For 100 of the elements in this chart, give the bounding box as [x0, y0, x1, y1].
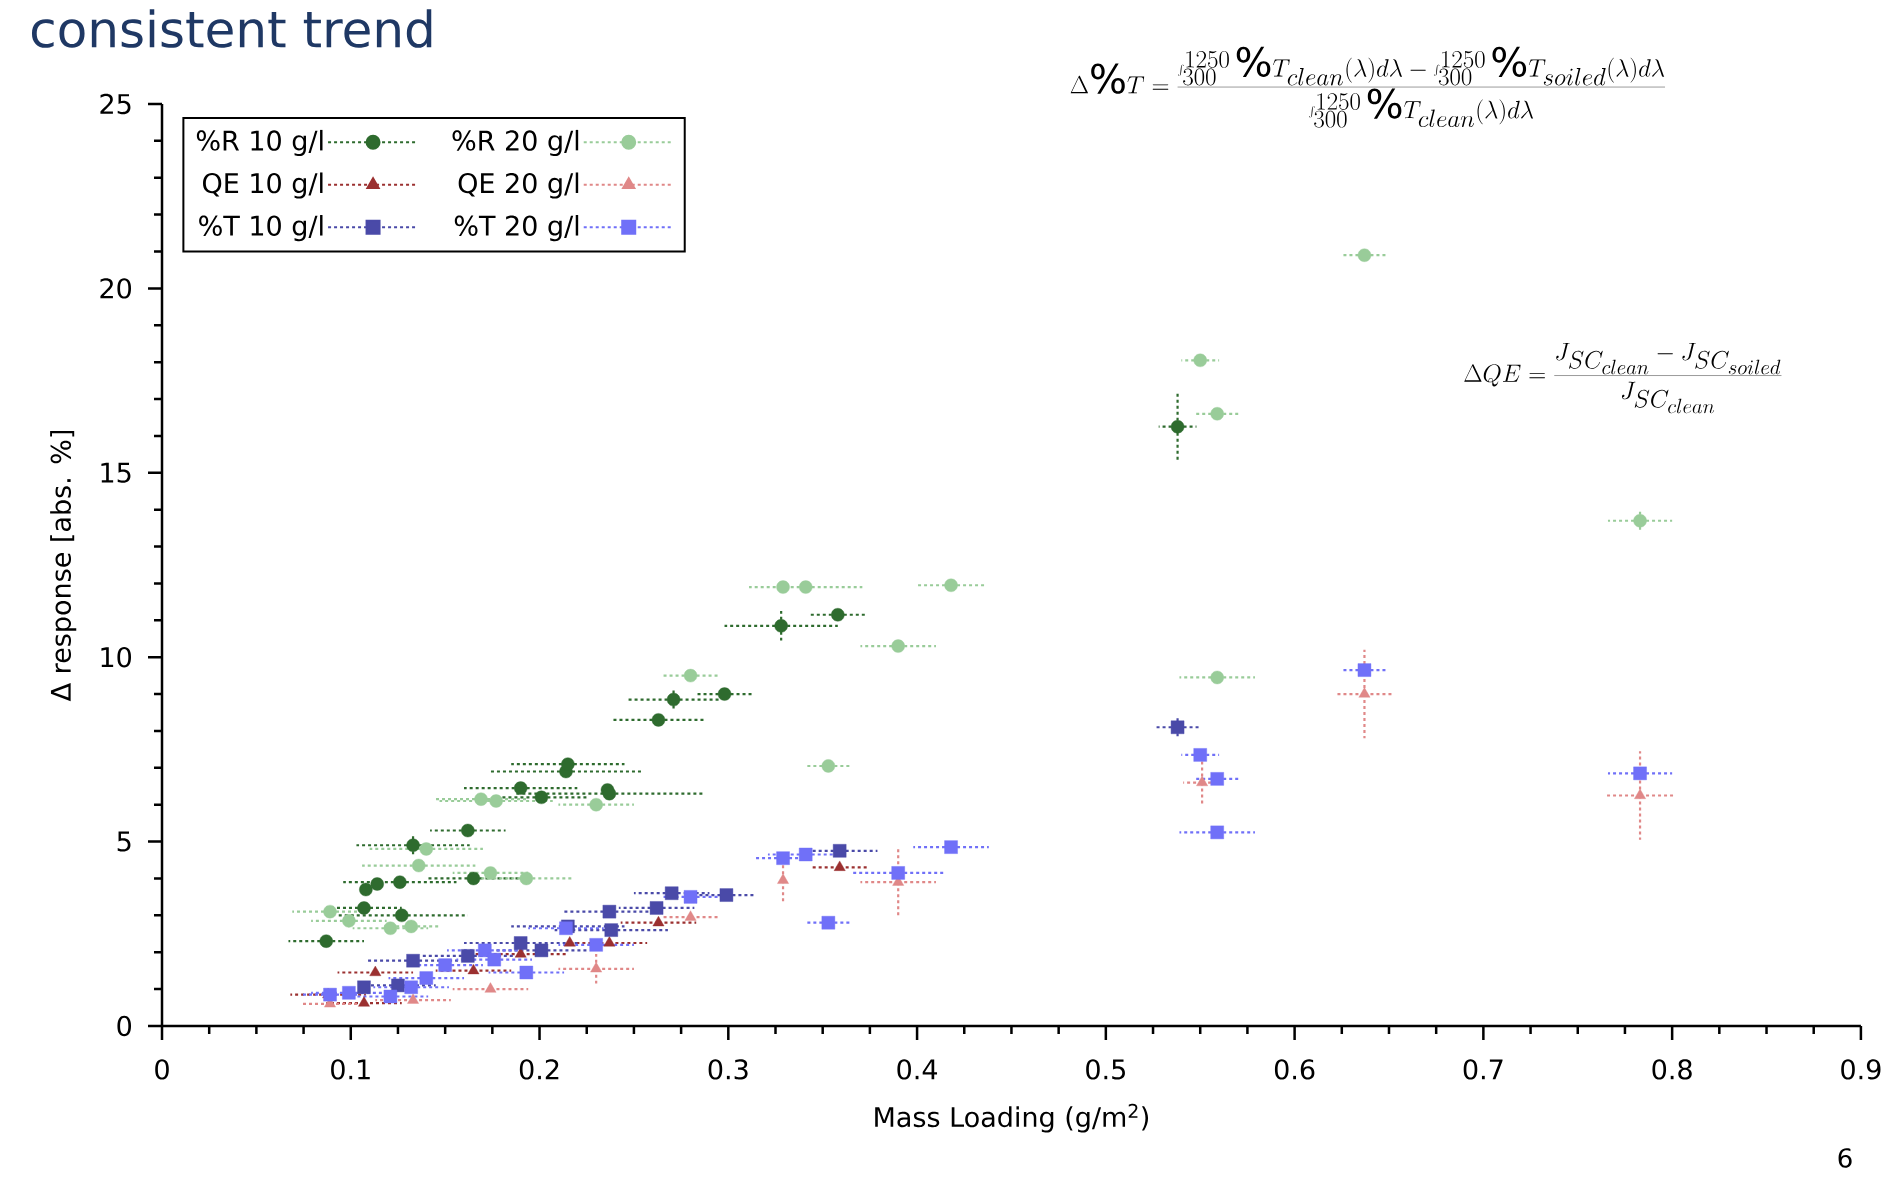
point: [832, 844, 847, 858]
point: [891, 639, 905, 653]
point: [1634, 788, 1646, 800]
point: [664, 886, 679, 901]
point: [395, 908, 409, 923]
point: [359, 882, 373, 897]
x-tick-label: 0.8: [1652, 1059, 1692, 1080]
point: [1210, 825, 1224, 840]
point: [649, 901, 664, 915]
x-tick-label: 0.5: [1086, 1059, 1125, 1080]
point: [419, 842, 433, 856]
annotation: $\Delta\%T = \frac{\int_{300}^{1250}\%T_{clean}(\lambda)d\lambda - \int_{300}^{1250}\%T_{soiled}(\lambda)d\lambda}{\int_{300}^{1250}\%T_{clean}(\lambda)d\lambda}$: [1070, 46, 1666, 128]
point: [776, 580, 790, 594]
point: [1210, 772, 1224, 786]
point: [602, 787, 617, 801]
point: [1193, 748, 1207, 762]
point: [484, 982, 497, 993]
point: [1210, 670, 1224, 685]
x-tick-label: 0.1: [331, 1059, 370, 1080]
point: [1193, 353, 1207, 368]
point: [1170, 420, 1185, 434]
point: [776, 851, 790, 865]
y-tick-label: 15: [101, 462, 131, 483]
point: [684, 910, 697, 921]
point: [461, 823, 475, 838]
point: [534, 790, 549, 805]
point: [519, 965, 534, 980]
y-tick-label: 25: [100, 93, 131, 115]
point: [799, 580, 813, 594]
point: [370, 877, 384, 891]
point: [891, 866, 905, 880]
point: [683, 669, 698, 683]
legend-label: %R 10 g/l: [196, 129, 323, 157]
x-tick-label: 0.4: [897, 1059, 938, 1080]
point: [513, 936, 528, 950]
y-tick-label: 10: [101, 647, 132, 668]
point: [357, 901, 371, 915]
point: [1210, 407, 1224, 421]
point: [406, 954, 420, 968]
point: [603, 936, 616, 947]
point: [651, 713, 666, 727]
x-tick-label: 0: [155, 1059, 169, 1080]
point: [438, 958, 452, 972]
point: [821, 916, 836, 930]
point: [467, 964, 480, 975]
point: [342, 986, 356, 1000]
point: [833, 860, 846, 871]
point: [342, 914, 356, 928]
point: [383, 921, 398, 936]
point: [1358, 687, 1371, 698]
point: [589, 798, 603, 812]
x-tick-label: 0.7: [1463, 1059, 1503, 1080]
point: [323, 905, 337, 919]
x-tick-label: 0.3: [708, 1059, 748, 1080]
point: [407, 993, 419, 1004]
point: [383, 989, 398, 1004]
point: [666, 692, 681, 707]
x-tick-label: 0.2: [519, 1059, 559, 1080]
point: [357, 980, 371, 995]
point: [466, 871, 481, 886]
y-tick-label: 5: [117, 831, 131, 852]
point: [358, 996, 370, 1007]
point: [474, 792, 488, 806]
point: [831, 608, 845, 622]
legend-label: %R 20 g/l: [452, 129, 579, 157]
point: [683, 890, 698, 904]
point: [1196, 775, 1208, 787]
point: [461, 949, 475, 963]
point: [717, 687, 732, 701]
point: [1357, 248, 1372, 262]
chart-title: consistent trend: [31, 9, 432, 48]
x-tick-label: 0.9: [1841, 1059, 1881, 1080]
point: [483, 866, 498, 880]
point: [404, 919, 418, 934]
point: [590, 962, 602, 973]
point: [369, 965, 382, 977]
legend-label: QE 20 g/l: [458, 172, 579, 199]
point: [406, 838, 420, 853]
point: [799, 847, 813, 862]
point: [602, 905, 617, 919]
point: [519, 871, 534, 886]
y-tick-label: 0: [117, 1015, 132, 1037]
annotation: $\Delta QE = \frac{J_{SC_{clean}} - J_{SC_{soiled}}}{J_{SC_{clean}}}$: [1464, 342, 1782, 414]
point: [652, 916, 665, 927]
point: [563, 936, 576, 947]
legend-label: %T 20 g/l: [454, 215, 579, 242]
point: [1633, 514, 1647, 528]
legend-label: QE 10 g/l: [203, 172, 323, 199]
point: [487, 952, 501, 967]
text: 6: [1838, 1148, 1852, 1168]
point: [561, 757, 575, 771]
point: [319, 934, 333, 948]
point: [513, 781, 528, 795]
point: [404, 980, 418, 995]
point: [393, 875, 407, 889]
point: [604, 923, 618, 937]
point: [1357, 663, 1372, 677]
point: [719, 888, 734, 902]
legend-label: %T 10 g/l: [199, 215, 323, 242]
point: [944, 578, 958, 593]
